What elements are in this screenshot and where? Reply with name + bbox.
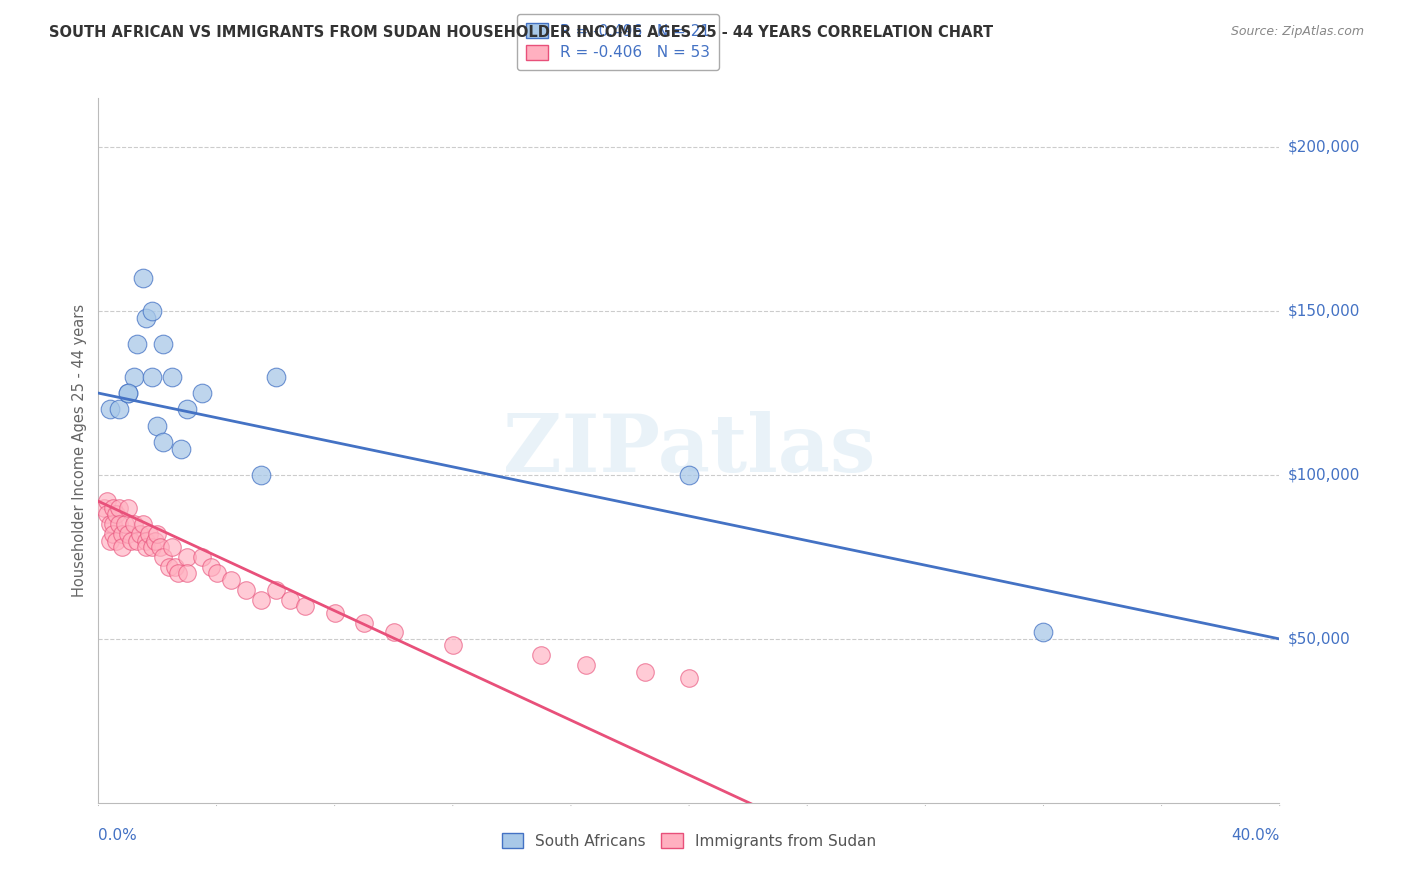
Point [264,369,287,384]
Point [323,606,346,620]
Point [152,549,174,564]
Point [280,592,302,607]
Text: 0.0%: 0.0% [98,828,138,843]
Point [103,527,125,541]
Point [221,573,243,587]
Point [141,369,163,384]
Point [146,527,169,541]
Text: SOUTH AFRICAN VS IMMIGRANTS FROM SUDAN HOUSEHOLDER INCOME AGES 25 - 44 YEARS COR: SOUTH AFRICAN VS IMMIGRANTS FROM SUDAN H… [49,25,993,40]
Point [117,500,139,515]
Text: $100,000: $100,000 [1288,467,1360,483]
Point [1032,625,1054,640]
Point [105,533,128,548]
Point [135,540,157,554]
Point [678,468,700,483]
Point [98,533,121,548]
Point [205,566,228,581]
Point [138,527,160,541]
Point [441,639,464,653]
Point [250,592,273,607]
Point [162,369,183,384]
Point [200,559,222,574]
Point [141,304,163,318]
Point [191,386,214,401]
Point [176,549,198,564]
Point [122,369,145,384]
Point [98,517,121,532]
Point [108,500,131,515]
Point [96,508,118,522]
Point [157,559,180,574]
Point [294,599,316,614]
Legend: South Africans, Immigrants from Sudan: South Africans, Immigrants from Sudan [496,827,882,855]
Point [125,337,148,351]
Text: $150,000: $150,000 [1288,303,1360,318]
Point [135,310,157,325]
Point [162,540,183,554]
Point [96,494,118,508]
Point [111,540,134,554]
Text: 40.0%: 40.0% [1232,828,1279,843]
Point [176,566,198,581]
Point [165,559,187,574]
Point [108,402,131,417]
Point [132,271,155,285]
Point [634,665,657,679]
Point [530,648,553,663]
Point [167,566,190,581]
Point [98,402,121,417]
Point [250,468,273,483]
Point [103,517,125,532]
Point [176,402,198,417]
Point [143,533,166,548]
Point [152,337,174,351]
Point [108,517,131,532]
Point [122,517,145,532]
Point [382,625,405,640]
Text: Source: ZipAtlas.com: Source: ZipAtlas.com [1230,25,1364,38]
Point [132,517,155,532]
Point [128,527,150,541]
Point [170,442,193,456]
Text: $50,000: $50,000 [1288,632,1351,647]
Point [141,540,163,554]
Point [120,533,142,548]
Point [117,386,139,401]
Point [125,533,148,548]
Point [117,386,139,401]
Point [353,615,375,630]
Point [264,582,287,597]
Point [191,549,214,564]
Text: $200,000: $200,000 [1288,140,1360,155]
Point [135,533,157,548]
Y-axis label: Householder Income Ages 25 - 44 years: Householder Income Ages 25 - 44 years [72,304,87,597]
Point [105,508,128,522]
Text: ZIPatlas: ZIPatlas [503,411,875,490]
Point [235,582,257,597]
Point [146,418,169,433]
Point [114,517,136,532]
Point [111,527,134,541]
Point [149,540,172,554]
Point [152,435,174,450]
Point [678,671,700,685]
Point [103,500,125,515]
Point [575,658,598,673]
Point [117,527,139,541]
Point [93,500,115,515]
